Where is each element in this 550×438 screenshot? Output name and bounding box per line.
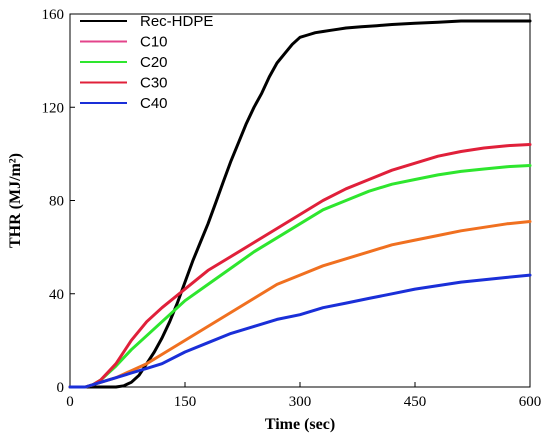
series-line-c40	[68, 273, 532, 389]
x-tick-label: 600	[519, 394, 542, 410]
legend-label-c10: C10	[140, 34, 168, 51]
x-tick-label: 450	[404, 394, 427, 410]
series-line-unlabeled-4	[68, 220, 532, 389]
y-tick-label: 40	[49, 287, 64, 303]
x-tick-label: 300	[289, 394, 312, 410]
y-axis-title: THR (MJ/m²)	[7, 153, 24, 248]
x-tick-label: 0	[66, 394, 74, 410]
y-tick-label: 80	[49, 194, 64, 210]
legend-label-c20: C20	[140, 54, 168, 71]
legend: Rec-HDPE C10 C20 C30 C40	[80, 13, 213, 112]
legend-label-c40: C40	[140, 95, 168, 112]
legend-label-rec-hdpe: Rec-HDPE	[140, 13, 213, 30]
axes: 0 150 300 450 600 0 40 80 120 160	[42, 7, 542, 410]
legend-label-c30: C30	[140, 75, 168, 92]
y-tick-label: 120	[42, 100, 65, 116]
y-tick-label: 0	[57, 380, 65, 396]
series-layer	[68, 19, 532, 389]
x-tick-label: 150	[174, 394, 197, 410]
x-axis-title: Time (sec)	[265, 416, 335, 433]
y-tick-label: 160	[42, 7, 65, 23]
series-line-c30	[68, 143, 532, 389]
